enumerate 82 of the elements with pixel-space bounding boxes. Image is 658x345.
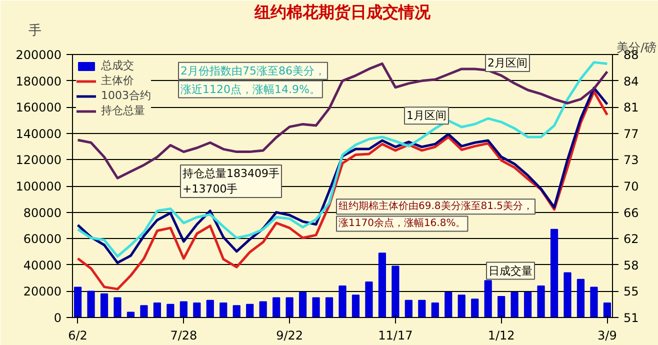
bar — [180, 301, 188, 318]
bar — [537, 285, 545, 318]
bar — [74, 286, 82, 318]
annotation: 涨1170余点，涨幅16.8%。 — [338, 217, 466, 230]
bar — [246, 304, 254, 318]
legend-label: 1003合约 — [101, 88, 151, 103]
bar — [325, 297, 334, 318]
y2-tick-label: 51 — [624, 311, 639, 325]
bar — [603, 302, 612, 318]
bar — [444, 292, 452, 318]
bar — [259, 301, 267, 318]
y-tick-label: 40000 — [23, 258, 62, 272]
bar — [100, 293, 108, 318]
annotation: 日成交量 — [488, 264, 532, 278]
bar — [312, 297, 320, 318]
annotation: 涨近1120点，涨幅14.9%。 — [180, 82, 320, 96]
bar — [166, 304, 174, 318]
bar — [338, 285, 346, 318]
y2-tick-label: 84 — [624, 74, 639, 88]
bar — [392, 266, 400, 318]
bar — [458, 294, 466, 318]
bar — [87, 290, 95, 318]
bar — [431, 302, 439, 318]
y-tick-label: 120000 — [16, 153, 62, 168]
annotation: 2月区间 — [488, 56, 528, 70]
bar — [576, 278, 585, 318]
annotation: 2月份指数由75涨至86美分， — [180, 64, 326, 78]
x-tick-label: 6/2 — [68, 328, 88, 342]
y-tick-label: 100000 — [16, 180, 62, 194]
x-tick-label: 9/22 — [276, 328, 304, 342]
y2-tick-label: 81 — [624, 100, 639, 115]
annotation: 持仓总量183409手 +13700手 — [182, 166, 280, 196]
bar — [378, 252, 386, 318]
bar — [153, 302, 162, 318]
y-tick-label: 200000 — [16, 48, 62, 62]
y-tick-label: 180000 — [16, 74, 62, 88]
bar — [352, 294, 360, 318]
bar — [510, 292, 518, 318]
y-axis-title: 手 — [28, 24, 42, 38]
bar — [471, 298, 479, 318]
bar — [140, 305, 148, 318]
bar — [524, 292, 532, 318]
bar — [206, 300, 214, 318]
y2-tick-label: 66 — [624, 206, 639, 220]
y2-tick-label: 55 — [624, 284, 639, 299]
bar — [286, 297, 294, 318]
y2-tick-label: 77 — [624, 126, 639, 141]
bar — [550, 228, 558, 318]
legend-label: 主体价 — [101, 73, 134, 88]
y-tick-label: 60000 — [23, 232, 62, 246]
y2-tick-label: 70 — [624, 180, 639, 194]
y-tick-label: 160000 — [16, 100, 62, 115]
x-tick-label: 1/12 — [488, 328, 515, 342]
bar — [564, 272, 572, 318]
bar — [365, 281, 373, 318]
bar — [232, 305, 240, 318]
y2-tick-label: 73 — [624, 153, 639, 168]
bar — [298, 292, 307, 318]
legend-label: 持仓总量 — [101, 103, 145, 118]
annotation: 纽约期棉主体价由69.8美分涨至81.5美分， — [338, 200, 534, 212]
y-tick-label: 20000 — [23, 284, 62, 299]
bar — [484, 280, 492, 318]
y-tick-label: 140000 — [16, 126, 62, 141]
bar — [590, 286, 598, 318]
bar — [220, 302, 228, 318]
chart-title: 纽约棉花期货日成交情况 — [254, 2, 432, 22]
annotation: 1月区间 — [406, 109, 446, 122]
bar — [114, 297, 122, 318]
bar — [404, 300, 412, 318]
x-tick-label: 7/28 — [170, 328, 198, 342]
x-tick-label: 3/9 — [598, 328, 617, 342]
y-tick-label: 80000 — [23, 206, 62, 220]
y2-tick-label: 58 — [624, 258, 639, 272]
bar — [193, 302, 201, 318]
bar — [418, 300, 426, 318]
bar — [272, 297, 280, 318]
bar — [498, 296, 506, 318]
y-tick-label: 0 — [54, 311, 62, 325]
x-tick-label: 11/17 — [378, 328, 413, 342]
y2-tick-label: 62 — [624, 232, 639, 246]
bar — [126, 312, 135, 318]
legend-label: 总成交 — [101, 58, 134, 73]
